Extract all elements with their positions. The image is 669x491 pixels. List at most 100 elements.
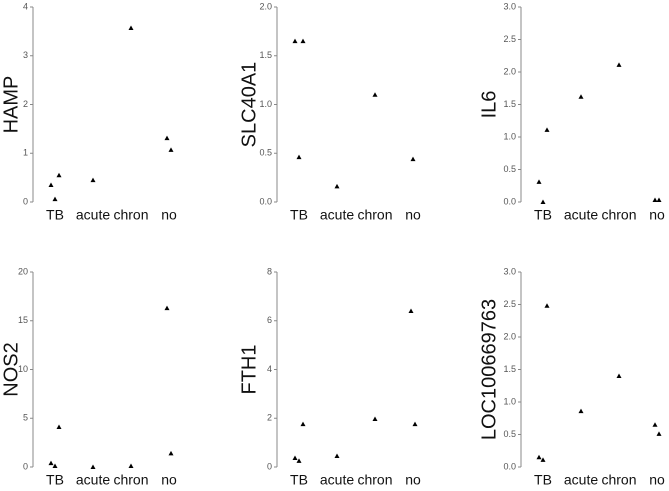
point [616,373,622,378]
x-tick-label: chron [601,472,636,488]
x-tick-label: acute [76,472,110,488]
y-tick-label: 15 [18,315,28,325]
y-tick-label: 0 [23,461,28,471]
y-axis-label: NOS2 [0,342,22,396]
y-tick-label: 4 [23,1,28,11]
point [296,154,302,160]
point [616,62,622,67]
point [544,303,550,308]
y-tick-label: 1.5 [503,99,516,109]
y-tick-label: 2.5 [503,299,516,309]
point [334,183,340,189]
point [544,127,550,132]
point [48,460,54,466]
x-tick-label: TB [534,207,552,223]
point [652,197,658,203]
point [652,422,658,427]
point [410,156,416,162]
x-tick-label: TB [46,207,64,223]
point [56,424,62,430]
x-tick-label: acute [320,207,354,223]
point [48,182,54,187]
y-axis-label: SLC40A1 [238,62,260,148]
point [90,464,96,469]
x-tick-label: no [649,207,665,223]
y-tick-label: 10 [18,364,28,374]
point [536,179,542,184]
x-tick-label: acute [76,207,110,223]
point [128,25,134,30]
y-tick-label: 0.5 [259,148,272,158]
point [578,408,584,414]
y-axis-label: HAMP [0,76,22,134]
y-tick-label: 2 [267,413,272,423]
y-tick-label: 2.0 [259,1,272,11]
y-tick-label: 2.0 [503,331,516,341]
point [52,463,58,469]
point [52,196,58,202]
y-tick-label: 0.5 [503,164,516,174]
point [334,453,340,459]
x-tick-label: chron [601,207,636,223]
y-tick-label: 1.0 [259,99,272,109]
x-tick-label: TB [290,472,308,488]
y-tick-label: 2.0 [503,66,516,76]
y-tick-label: 0.0 [259,196,272,206]
y-tick-label: 0 [267,461,272,471]
point [656,431,662,436]
y-tick-label: 1.5 [259,50,272,60]
y-tick-label: 0.0 [503,461,516,471]
point [372,416,378,421]
y-tick-label: 6 [267,315,272,325]
x-tick-label: acute [564,472,598,488]
y-tick-label: 3.0 [503,1,516,11]
point [168,147,174,152]
point [164,305,170,311]
y-tick-label: 2.5 [503,34,516,44]
y-tick-label: 4 [267,364,272,374]
y-tick-label: 20 [18,266,28,276]
point [408,308,414,313]
y-axis-label: IL6 [478,91,500,119]
y-tick-label: 1.0 [503,396,516,406]
point [56,172,62,178]
point [128,463,134,469]
x-tick-label: acute [564,207,598,223]
y-tick-label: 2 [23,99,28,109]
point [300,421,306,427]
x-tick-label: no [405,207,421,223]
y-tick-label: 1.5 [503,364,516,374]
y-tick-label: 3 [23,50,28,60]
y-tick-label: 1 [23,148,28,158]
point [536,454,542,460]
point [296,458,302,463]
y-tick-label: 0 [23,196,28,206]
x-tick-label: no [405,472,421,488]
point [292,455,298,460]
x-tick-label: no [161,207,177,223]
point [656,197,662,203]
point [540,457,546,462]
point [90,177,96,183]
point [578,94,584,99]
y-tick-label: 8 [267,266,272,276]
x-tick-label: TB [290,207,308,223]
x-tick-label: chron [357,472,392,488]
point [164,135,170,141]
y-tick-label: 5 [23,413,28,423]
x-tick-label: acute [320,472,354,488]
point [540,199,546,204]
point [300,38,306,44]
y-tick-label: 1.0 [503,131,516,141]
y-tick-label: 3.0 [503,266,516,276]
x-tick-label: no [161,472,177,488]
x-tick-label: chron [113,472,148,488]
y-tick-label: 0.5 [503,429,516,439]
x-tick-label: TB [46,472,64,488]
x-tick-label: chron [357,207,392,223]
x-tick-label: no [649,472,665,488]
x-tick-label: TB [534,472,552,488]
y-tick-label: 0.0 [503,196,516,206]
point [372,92,378,97]
